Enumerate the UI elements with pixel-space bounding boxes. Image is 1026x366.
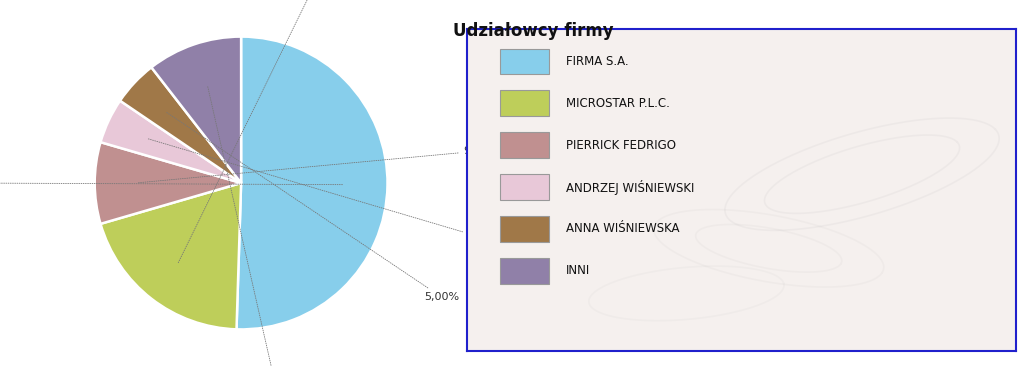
Text: INNI: INNI <box>565 264 590 277</box>
Text: ANDRZEJ WIŚNIEWSKI: ANDRZEJ WIŚNIEWSKI <box>565 180 694 195</box>
Text: 5,00%: 5,00% <box>149 139 503 244</box>
Bar <box>500 216 549 242</box>
Text: Udziałowcy firmy: Udziałowcy firmy <box>453 22 614 40</box>
Text: ANNA WIŚNIEWSKA: ANNA WIŚNIEWSKA <box>565 223 679 235</box>
Text: 50,50%: 50,50% <box>0 178 344 188</box>
Text: FIRMA S.A.: FIRMA S.A. <box>565 55 628 68</box>
Text: 9,00%: 9,00% <box>139 146 499 183</box>
Bar <box>500 90 549 116</box>
Text: 5,00%: 5,00% <box>166 112 460 302</box>
Wedge shape <box>94 142 241 224</box>
Wedge shape <box>120 67 241 183</box>
Wedge shape <box>152 37 241 183</box>
Wedge shape <box>237 37 388 329</box>
Text: MICROSTAR P.L.C.: MICROSTAR P.L.C. <box>565 97 670 110</box>
Bar <box>500 49 549 74</box>
Bar <box>500 132 549 158</box>
Text: PIERRICK FEDRIGO: PIERRICK FEDRIGO <box>565 139 676 152</box>
Text: 20,00%: 20,00% <box>177 0 339 264</box>
Bar <box>500 174 549 200</box>
Text: 10,50%: 10,50% <box>207 86 298 366</box>
Bar <box>500 258 549 284</box>
Wedge shape <box>101 183 241 329</box>
Wedge shape <box>101 101 241 183</box>
